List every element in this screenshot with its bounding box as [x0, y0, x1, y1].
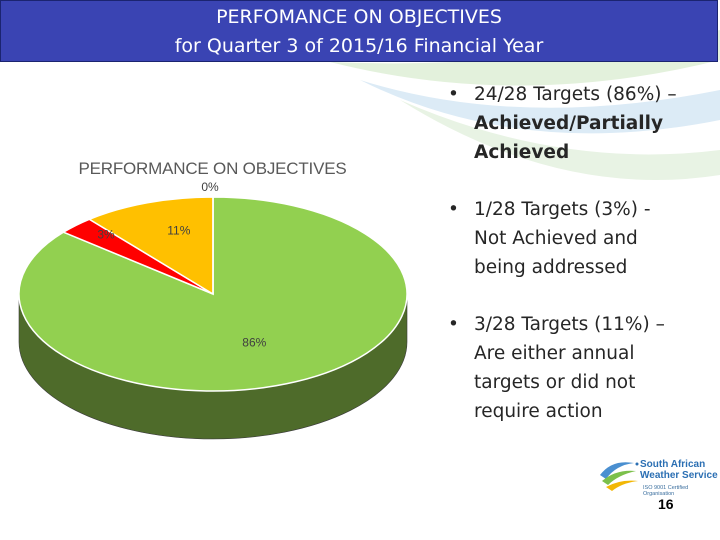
chart-title: PERFORMANCE ON OBJECTIVES: [78, 159, 347, 178]
logo-line1: South African: [640, 459, 706, 470]
bullet-text: targets or did not: [474, 372, 636, 393]
weather-service-logo-icon: [600, 462, 639, 491]
bullet-dot-icon: •: [448, 199, 459, 220]
bullet-text: Not Achieved and: [474, 228, 638, 249]
bullet-text: 3/28 Targets (11%) –: [474, 314, 665, 335]
bullet-text: 1/28 Targets (3%) -: [474, 199, 651, 220]
pie-label-86pct: 86%: [242, 336, 266, 350]
bullet-text: being addressed: [474, 257, 628, 278]
logo-text: South African Weather Service: [640, 459, 718, 481]
bullet-text: require action: [474, 401, 603, 422]
logo-line2: Weather Service: [640, 470, 718, 481]
bullet-dot-icon: •: [448, 84, 459, 105]
logo-subtitle: ISO 9001 Certified Organisation: [643, 485, 689, 497]
bullet-item-annual: • 3/28 Targets (11%) – Are either annual…: [448, 310, 710, 426]
pie-slice-11pct: [87, 196, 214, 296]
bullet-text: Are either annual: [474, 343, 635, 364]
bullet-list: • 24/28 Targets (86%) – Achieved/Partial…: [448, 80, 710, 454]
slide-title-bar: PERFOMANCE ON OBJECTIVES for Quarter 3 o…: [0, 0, 718, 62]
bullet-text: Achieved: [474, 142, 570, 163]
slide-title-line1: PERFOMANCE ON OBJECTIVES: [216, 6, 502, 28]
pie-label-3pct: 3%: [97, 228, 115, 242]
bullet-text: Achieved/Partially: [474, 113, 664, 134]
slide-title-line2: for Quarter 3 of 2015/16 Financial Year: [174, 35, 544, 57]
pie-label-0pct: 0%: [201, 180, 219, 194]
page-number: 16: [658, 496, 674, 512]
bullet-dot-icon: •: [448, 314, 459, 335]
bullet-item-not-achieved: • 1/28 Targets (3%) - Not Achieved and b…: [448, 195, 710, 282]
bullet-text: 24/28 Targets (86%) –: [474, 84, 677, 105]
pie-label-11pct: 11%: [167, 224, 190, 238]
bullet-item-achieved: • 24/28 Targets (86%) – Achieved/Partial…: [448, 80, 710, 167]
